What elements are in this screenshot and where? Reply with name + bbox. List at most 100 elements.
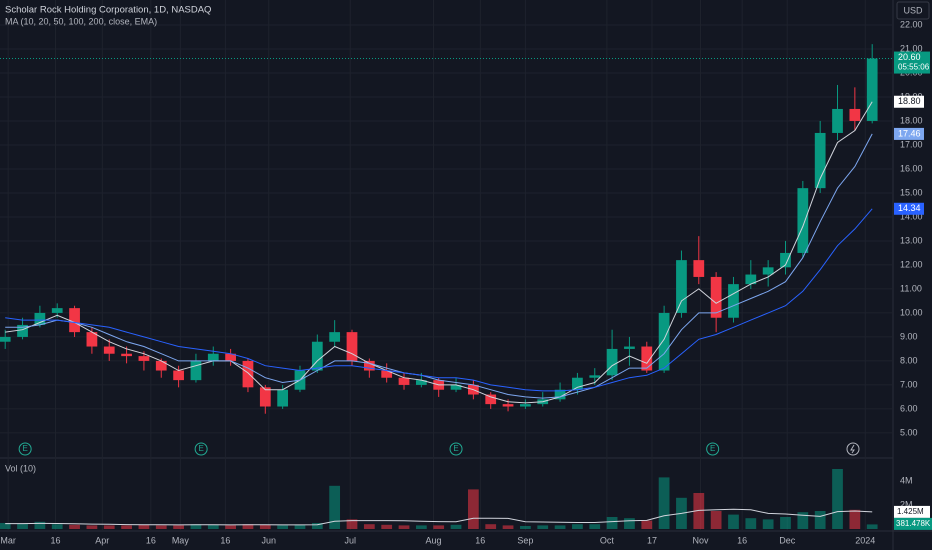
y-tick-label: 5.00: [900, 427, 918, 437]
volume-bar: [780, 517, 791, 529]
volume-bar: [17, 523, 28, 529]
x-tick-label: 16: [737, 535, 747, 545]
volume-bar: [294, 524, 306, 529]
volume-last-label: 381.478K: [896, 519, 931, 528]
currency: USD: [903, 5, 923, 15]
volume-ma-box: [894, 505, 930, 518]
x-tick-label: Sep: [517, 535, 533, 545]
x-tick-label: Jul: [345, 535, 357, 545]
ma-price-label: 14.34: [898, 203, 921, 213]
y-tick-label: 8.00: [900, 355, 918, 365]
candle-body: [69, 308, 80, 333]
candle-body: [138, 356, 150, 361]
y-tick-label: 17.00: [900, 139, 923, 149]
candle-body: [710, 276, 722, 318]
last-price-box: [894, 51, 930, 74]
candle-body: [51, 308, 63, 313]
earnings-marker[interactable]: [18, 442, 32, 456]
volume-bar: [381, 524, 393, 529]
candle-body: [554, 389, 566, 400]
x-tick-label: 16: [146, 535, 156, 545]
volume-bar: [554, 525, 566, 529]
plot: [0, 44, 893, 529]
volume-bar: [138, 524, 150, 529]
candle-body: [572, 377, 583, 390]
y-tick-label: 9.00: [900, 331, 918, 341]
earnings-marker[interactable]: [706, 442, 720, 456]
volume-bar: [606, 517, 618, 529]
candle-body: [173, 370, 184, 381]
flash-icon[interactable]: [846, 442, 860, 456]
x-tick-label: Nov: [693, 535, 710, 545]
volume-bar: [277, 525, 289, 529]
x-tick-label: 16: [220, 535, 230, 545]
volume-bar: [589, 524, 601, 529]
candle-body: [849, 108, 861, 121]
x-tick-label: Aug: [425, 535, 441, 545]
candle-body: [520, 404, 531, 407]
last-price-label: 20.60: [898, 52, 921, 62]
y-tick-label: 18.00: [900, 115, 923, 125]
candle-body: [797, 188, 809, 253]
volume-bar: [624, 518, 635, 529]
volume-bar: [103, 525, 115, 529]
y-tick-label: 6.00: [900, 403, 918, 413]
y-tick-label: 10.00: [900, 307, 923, 317]
volume-bar: [155, 525, 167, 529]
x-tick-label: Apr: [95, 535, 109, 545]
currency-box[interactable]: [896, 1, 930, 20]
candle-body: [225, 353, 236, 361]
y-tick-label: 22.00: [900, 19, 923, 29]
candle-body: [329, 332, 341, 342]
volume-bar: [728, 514, 739, 529]
chart-title: Scholar Rock Holding Corporation, 1D, NA…: [5, 5, 211, 16]
ma-line: [5, 208, 873, 392]
candle-body: [415, 380, 427, 385]
candle-body: [589, 375, 601, 378]
candle-body: [155, 360, 167, 371]
earnings-marker[interactable]: [449, 442, 463, 456]
volume-bar: [849, 509, 861, 529]
y-tick-label: 13.00: [900, 235, 923, 245]
volume-bar: [537, 525, 549, 529]
ma-price-label: 18.80: [898, 96, 921, 106]
ma-price-label: 17.46: [898, 128, 921, 138]
y-tick-label: 12.00: [900, 259, 923, 269]
candle-body: [207, 353, 219, 361]
candle-body: [745, 274, 757, 285]
ma-price-box: [894, 202, 924, 215]
candle-body: [277, 389, 289, 407]
volume-bar: [225, 525, 236, 529]
x-tick-label: 2024: [855, 535, 875, 545]
candle-body: [259, 387, 271, 407]
volume-tick-label: 2M: [900, 499, 913, 509]
earnings-label: E: [22, 444, 27, 453]
volume-bar: [190, 524, 202, 529]
grid: [0, 0, 893, 531]
ma-line: [5, 101, 873, 404]
x-tick-label: Dec: [779, 535, 796, 545]
candle-body: [658, 312, 670, 371]
volume-bar: [641, 520, 653, 529]
volume-bar: [207, 524, 219, 529]
ma-price-box: [894, 127, 924, 140]
candle-body: [728, 284, 739, 318]
indicator-title: MA (10, 20, 50, 100, 200, close, EMA): [5, 16, 157, 26]
earnings-marker[interactable]: [194, 442, 208, 456]
volume-bar: [693, 493, 705, 529]
candle-body: [311, 341, 323, 371]
candle-body: [624, 346, 635, 349]
x-tick-label: 16: [475, 535, 485, 545]
x-tick-label: May: [172, 535, 190, 545]
volume-bar: [398, 525, 410, 529]
x-tick-label: Jun: [262, 535, 277, 545]
candle-body: [780, 252, 791, 268]
candle-body: [103, 346, 115, 354]
candle-body: [676, 260, 687, 313]
x-tick-label: Oct: [600, 535, 615, 545]
y-tick-label: 16.00: [900, 163, 923, 173]
volume-bar: [520, 526, 531, 529]
volume-bar: [658, 477, 670, 529]
volume-bar: [311, 523, 323, 529]
